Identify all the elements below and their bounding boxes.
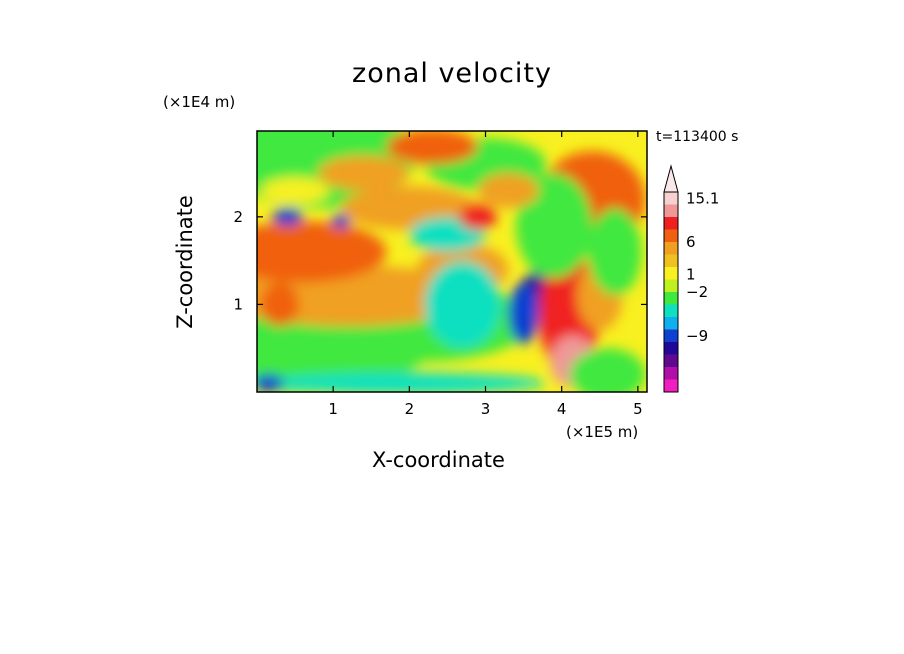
colorbar-band [664, 267, 678, 280]
colorbar-band [664, 367, 678, 380]
colorbar-band [664, 292, 678, 305]
y-axis-ticks: 12 [233, 208, 647, 313]
contour-blob [515, 173, 593, 279]
colorbar-band [664, 304, 678, 318]
contour-blob [458, 203, 497, 230]
contour-blob [260, 177, 330, 204]
colorbar-band [664, 229, 678, 243]
colorbar-frame [663, 191, 679, 393]
time-label: t=113400 s [656, 129, 739, 145]
x-axis-ticks: 1 2 3 4 5 [328, 131, 643, 418]
contour-blob [508, 282, 539, 344]
colorbar-tick-label: 1 [686, 266, 696, 284]
colorbar-band [664, 379, 678, 393]
x-axis-unit: (×1E5 m) [566, 423, 639, 441]
x-tick-label: 1 [328, 400, 338, 418]
colorbar-band [664, 254, 678, 268]
colorbar-band [664, 192, 678, 205]
contour-blob [260, 282, 299, 327]
colorbar: 15.1 6 1−2 −9 [663, 164, 719, 393]
colorbar-band [664, 329, 678, 343]
colorbar-arrow [663, 164, 679, 193]
contour-field [257, 131, 647, 392]
contour-blob [317, 155, 410, 191]
contour-blob [257, 221, 387, 283]
y-tick-label: 2 [233, 208, 243, 226]
contour-blob [588, 208, 642, 296]
contour-blob [477, 173, 539, 209]
contour-blob [272, 208, 303, 226]
colorbar-band [664, 279, 678, 293]
x-tick-label: 2 [405, 400, 415, 418]
contour-blob [331, 214, 350, 229]
colorbar-band [664, 317, 678, 330]
x-axis-label: X-coordinate [372, 448, 505, 472]
x-tick-label: 5 [633, 400, 643, 418]
contour-blob [386, 131, 478, 165]
colorbar-band [664, 204, 678, 218]
colorbar-band [664, 342, 678, 355]
colorbar-tick-label: 15.1 [686, 189, 719, 207]
contour-blob [257, 374, 284, 392]
chart-title: zonal velocity [352, 58, 552, 89]
colorbar-band [664, 354, 678, 368]
contour-blob [424, 260, 501, 349]
y-axis-unit: (×1E4 m) [163, 93, 236, 111]
x-tick-label: 3 [481, 400, 491, 418]
colorbar-band [664, 217, 678, 230]
y-tick-label: 1 [233, 295, 243, 313]
plot-frame [256, 130, 648, 393]
colorbar-tick-label: 6 [686, 233, 696, 251]
colorbar-tick-label: −9 [686, 327, 708, 345]
colorbar-tick-label: −2 [686, 283, 708, 301]
x-tick-label: 4 [557, 400, 567, 418]
contour-blob [257, 372, 547, 392]
colorbar-band [664, 242, 678, 255]
contour-blob [569, 348, 646, 392]
